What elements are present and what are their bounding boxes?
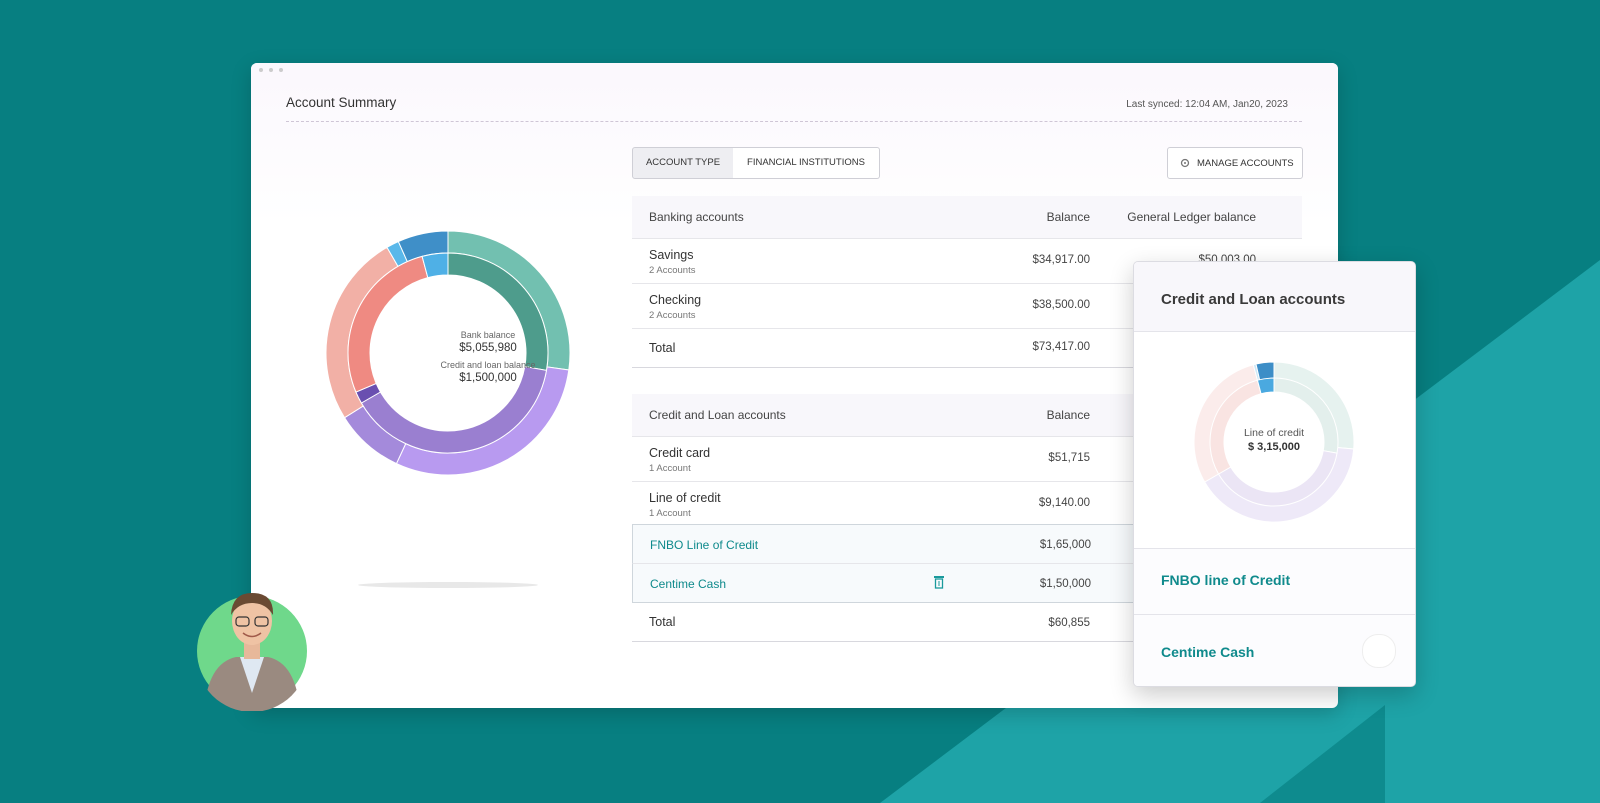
- table-total: Total $73,417.00: [632, 329, 1302, 368]
- total-label: Total: [649, 341, 676, 355]
- total-label: Total: [649, 615, 676, 629]
- panel-item[interactable]: Centime Cash: [1134, 614, 1415, 686]
- manage-button[interactable]: MANAGE ACCOUNTS: [1167, 147, 1303, 179]
- row-balance: $38,500.00: [1032, 299, 1090, 311]
- row-sub: 2 Accounts: [649, 265, 696, 276]
- sub-row-balance: $1,50,000: [1039, 578, 1091, 590]
- donut-label: Bank balance: [460, 330, 516, 340]
- delete-icon[interactable]: [933, 575, 945, 589]
- account-donut: [325, 230, 571, 588]
- row-sub: 1 Account: [649, 463, 691, 474]
- row-balance: $9,140.00: [1038, 497, 1090, 509]
- row-name: Checking: [649, 293, 702, 307]
- toggle[interactable]: [1362, 634, 1396, 668]
- donut-value: $5,055,980: [459, 342, 517, 354]
- table-row: Credit card 1 Account $51,715: [632, 437, 1302, 482]
- page-title: Account Summary: [286, 95, 397, 110]
- panel-item-label[interactable]: FNBO line of Credit: [1161, 572, 1291, 588]
- table-row: Line of credit 1 Account $9,140.00: [632, 482, 1302, 525]
- sub-row-name[interactable]: Centime Cash: [650, 577, 727, 591]
- panel-item-label[interactable]: Centime Cash: [1161, 644, 1255, 660]
- bg-shape: [1260, 705, 1385, 803]
- panel-title: Credit and Loan accounts: [1161, 291, 1346, 308]
- tab[interactable]: ACCOUNT TYPE: [632, 147, 734, 179]
- donut-value: $1,500,000: [459, 372, 517, 384]
- total-balance: $73,417.00: [1032, 341, 1090, 353]
- header-cell: Banking accounts: [649, 210, 744, 224]
- header-cell: Balance: [1046, 408, 1090, 422]
- tab[interactable]: FINANCIAL INSTITUTIONS: [733, 147, 880, 179]
- header-cell: General Ledger balance: [1127, 210, 1256, 224]
- sub-row-name[interactable]: FNBO Line of Credit: [650, 538, 759, 552]
- sub-row-balance: $1,65,000: [1039, 539, 1091, 551]
- donut-shadow: [358, 582, 538, 588]
- row-name: Savings: [649, 248, 694, 262]
- panel-donut-label: Line of credit: [1243, 427, 1305, 439]
- donut-segment: [421, 252, 449, 279]
- panel-item[interactable]: FNBO line of Credit: [1134, 548, 1415, 614]
- row-sub: 1 Account: [649, 508, 691, 519]
- row-sub: 2 Accounts: [649, 310, 696, 321]
- panel-donut: [1193, 361, 1355, 523]
- row-balance: $51,715: [1048, 452, 1090, 464]
- table-header: Banking accounts Balance General Ledger …: [632, 196, 1302, 239]
- panel-header: [1134, 262, 1415, 332]
- credit-card-panel: Credit and Loan accounts Line of credit …: [1133, 261, 1416, 687]
- button-label: MANAGE ACCOUNTS: [1197, 158, 1294, 169]
- header-cell: Balance: [1046, 210, 1090, 224]
- header-cell: Credit and Loan accounts: [649, 408, 786, 422]
- table-row: Checking 2 Accounts $38,500.00: [632, 284, 1302, 329]
- divider: [286, 121, 1302, 122]
- panel-donut-value: $ 3,15,000: [1248, 441, 1300, 453]
- donut-label: Credit and loan balance: [440, 360, 536, 370]
- total-balance: $60,855: [1048, 617, 1090, 629]
- last-synced: Last synced: 12:04 AM, Jan20, 2023: [1126, 99, 1288, 110]
- table-total: Total $60,855: [632, 603, 1302, 642]
- row-balance: $34,917.00: [1032, 254, 1090, 266]
- window-bar: [251, 63, 1338, 77]
- row-name: Line of credit: [649, 491, 721, 505]
- row-name: Credit card: [649, 446, 711, 460]
- donut-segment: [1256, 377, 1275, 395]
- avatar: [197, 593, 307, 711]
- gear-icon: [1180, 158, 1190, 168]
